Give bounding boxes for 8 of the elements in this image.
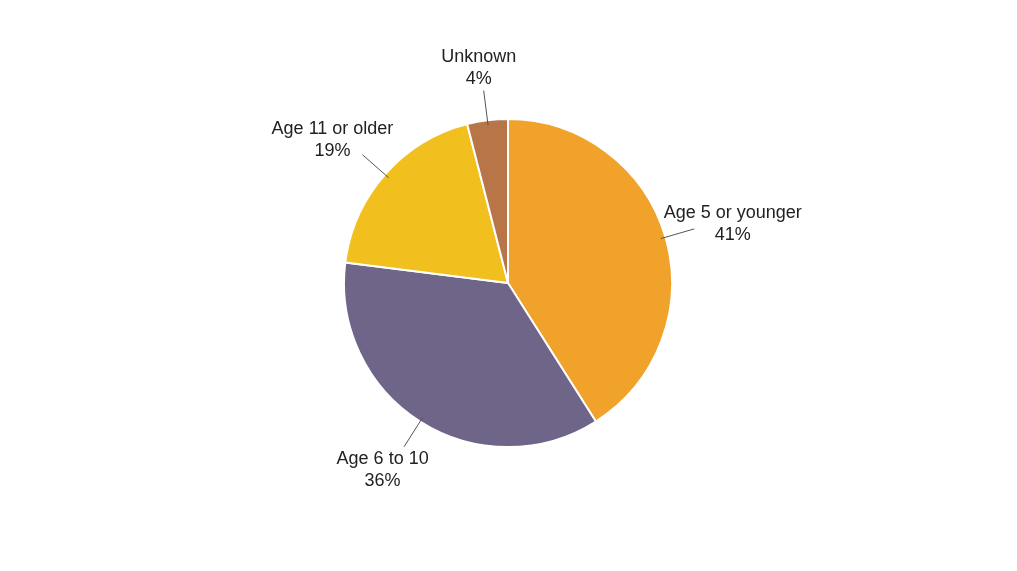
slice-label: Unknown — [441, 45, 517, 66]
slice-label: Age 6 to 10 — [336, 447, 429, 468]
data-label: 4% — [465, 67, 492, 88]
slice-label: Age 11 or older — [271, 118, 394, 139]
data-label: 41% — [714, 223, 751, 244]
data-label: 19% — [314, 140, 351, 161]
data-label: 36% — [364, 469, 401, 490]
slice-label: Age 5 or younger — [663, 201, 802, 222]
